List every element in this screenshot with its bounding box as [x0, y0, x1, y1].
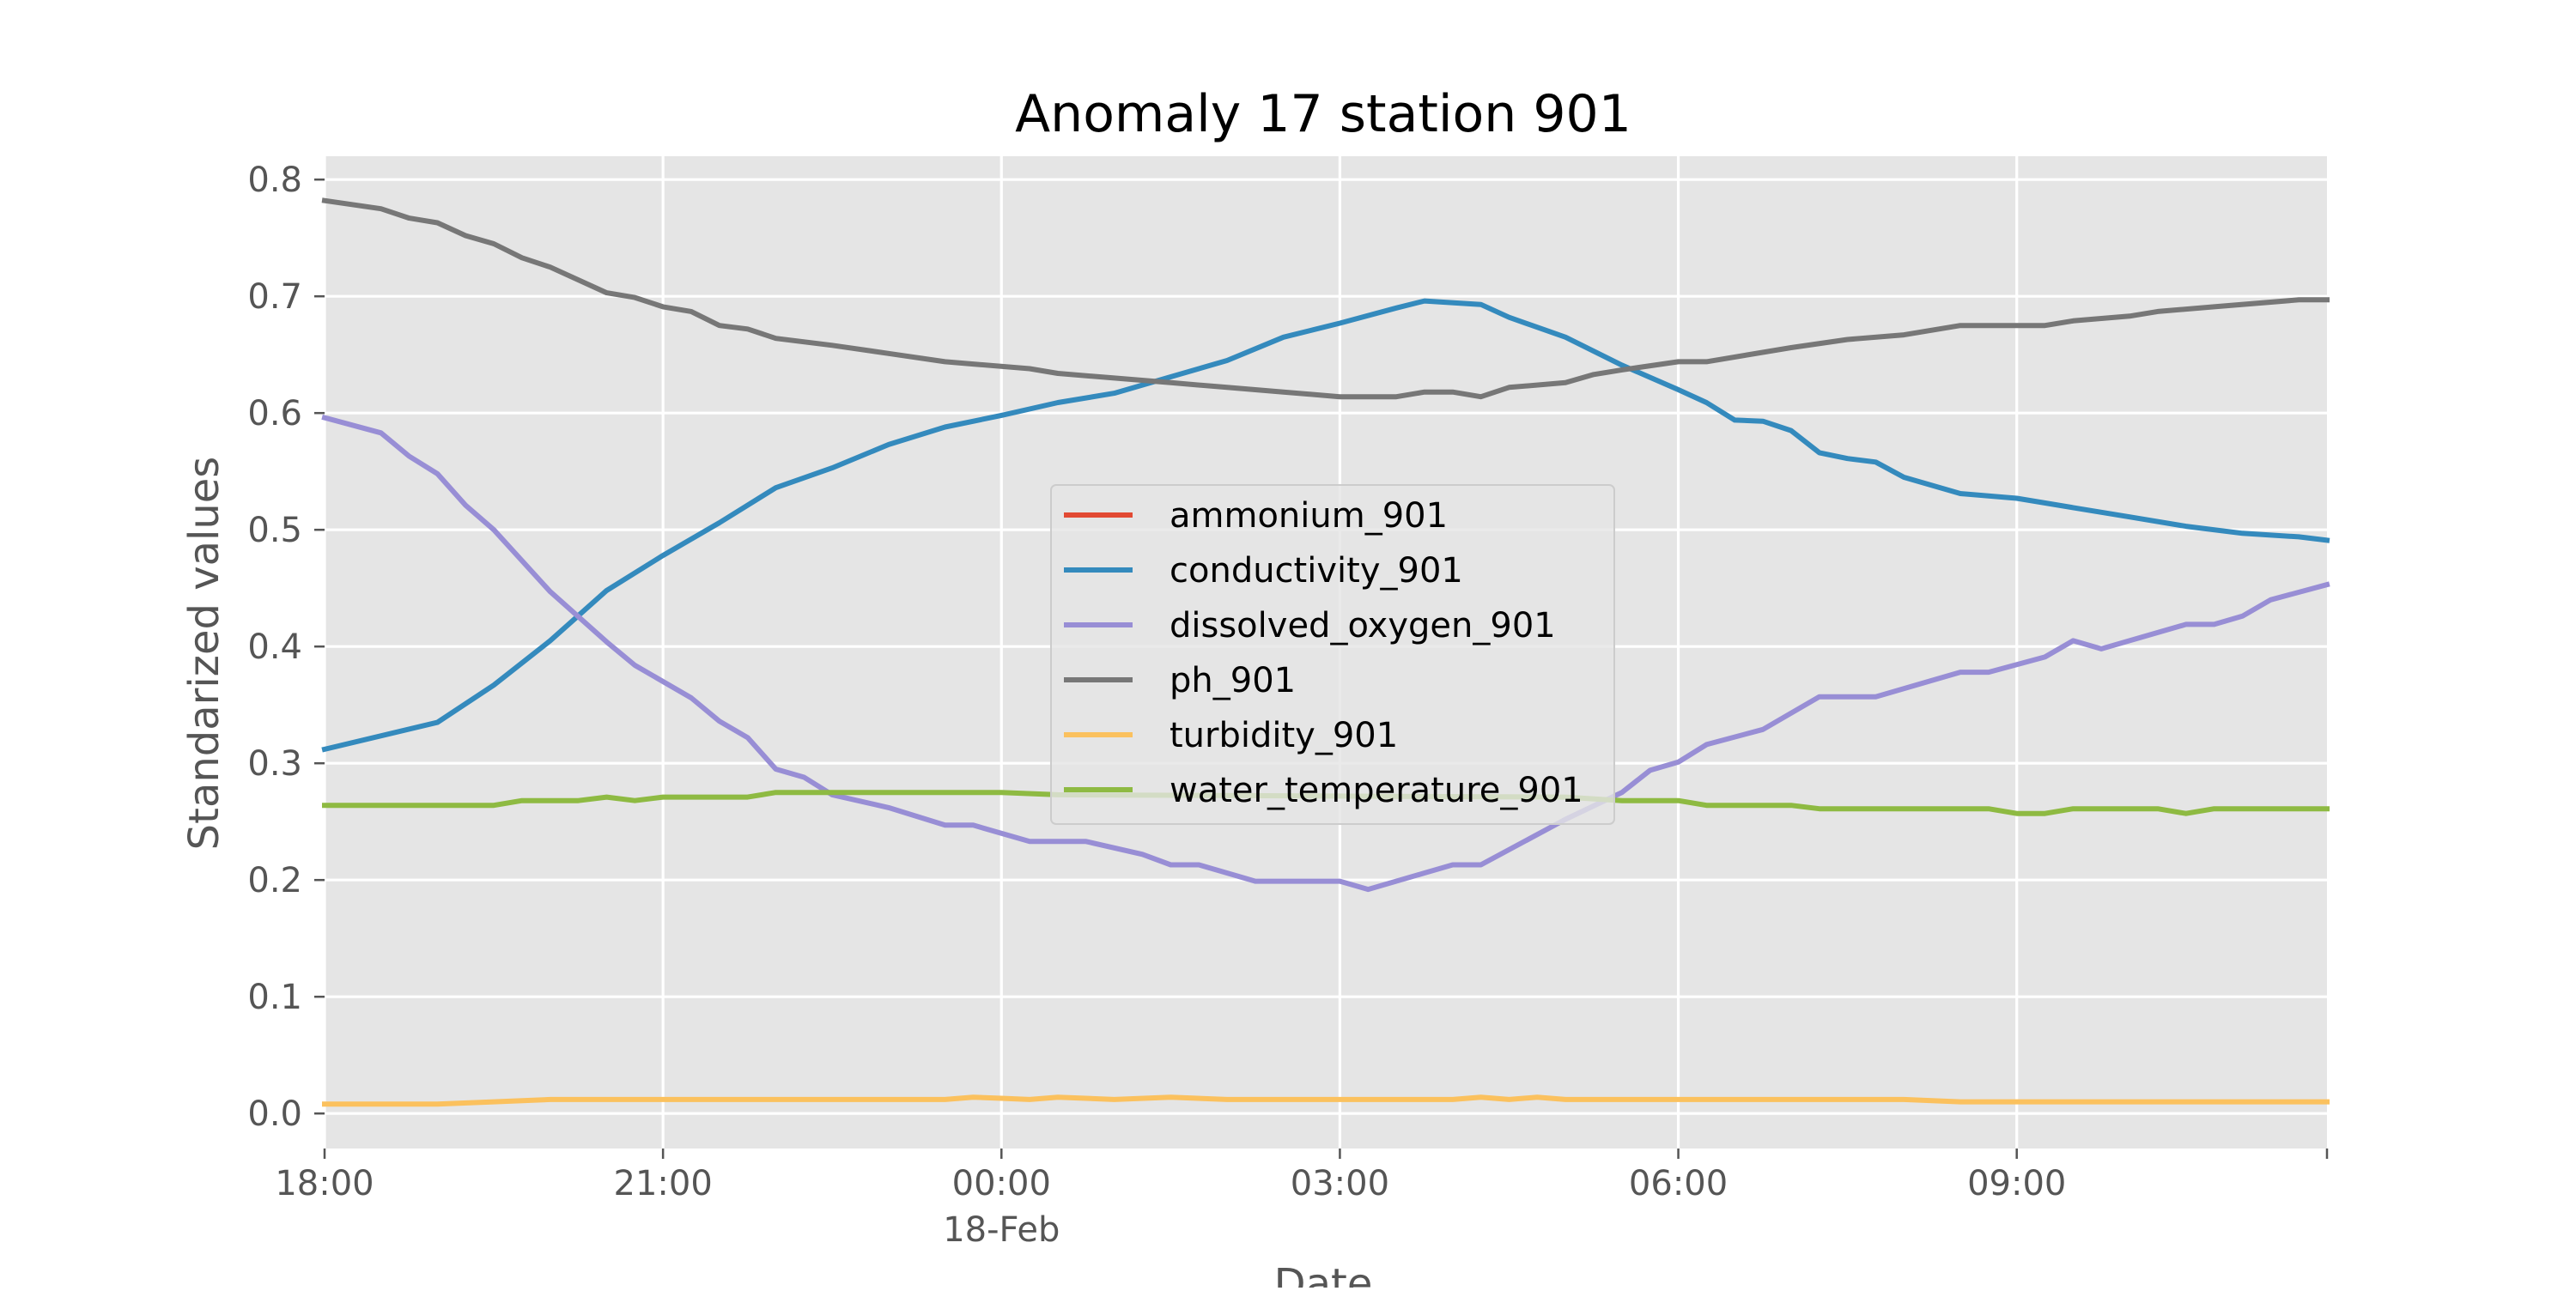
legend-label: dissolved_oxygen_901 — [1170, 606, 1556, 646]
x-tick-label: 18:00 — [275, 1164, 374, 1203]
series-line-conductivity-901 — [321, 298, 2330, 753]
x-tick-label: 21:00 — [614, 1164, 713, 1203]
legend-label: ammonium_901 — [1170, 496, 1448, 536]
y-tick-label: 0.4 — [247, 627, 302, 667]
legend-label: turbidity_901 — [1170, 716, 1398, 755]
x-tick-label: 03:00 — [1291, 1164, 1389, 1203]
legend-label: conductivity_901 — [1170, 551, 1463, 591]
y-tick-label: 0.0 — [247, 1094, 302, 1134]
y-tick-label: 0.5 — [247, 511, 302, 550]
series-line-dissolved-oxygen-901 — [321, 414, 2330, 893]
y-tick-label: 0.8 — [247, 161, 302, 200]
series-line-water-temperature-901 — [322, 790, 2330, 816]
legend-label: ph_901 — [1170, 661, 1296, 700]
y-axis-label: Standarized values — [180, 457, 228, 851]
legend: ammonium_901 conductivity_901 dissolved_ox… — [1050, 484, 1615, 825]
y-tick-label: 0.1 — [247, 978, 302, 1017]
chart-title: Anomaly 17 station 901 — [1015, 84, 1631, 144]
x-tick-label: 00:00 — [952, 1164, 1051, 1203]
series-line-ph-901 — [321, 197, 2330, 400]
legend-label: water_temperature_901 — [1170, 771, 1583, 810]
series-lines — [321, 197, 2330, 1107]
x-tick-label: 09:00 — [1967, 1164, 2066, 1203]
y-tick-label: 0.6 — [247, 394, 302, 433]
legend-box — [1050, 484, 1615, 825]
x-tick-sublabel: 18-Feb — [943, 1210, 1060, 1250]
x-tick-label: 06:00 — [1629, 1164, 1728, 1203]
series-line-turbidity-901 — [322, 1094, 2330, 1107]
y-tick-label: 0.2 — [247, 861, 302, 900]
x-axis-label: Date — [1274, 1260, 1373, 1288]
y-tick-label: 0.3 — [247, 744, 302, 784]
y-tick-label: 0.7 — [247, 277, 302, 317]
axes: 0.0 0.1 0.2 0.3 0.4 0.5 0.6 0.7 0.8 18:00 21:00 00:… — [247, 161, 2329, 1250]
